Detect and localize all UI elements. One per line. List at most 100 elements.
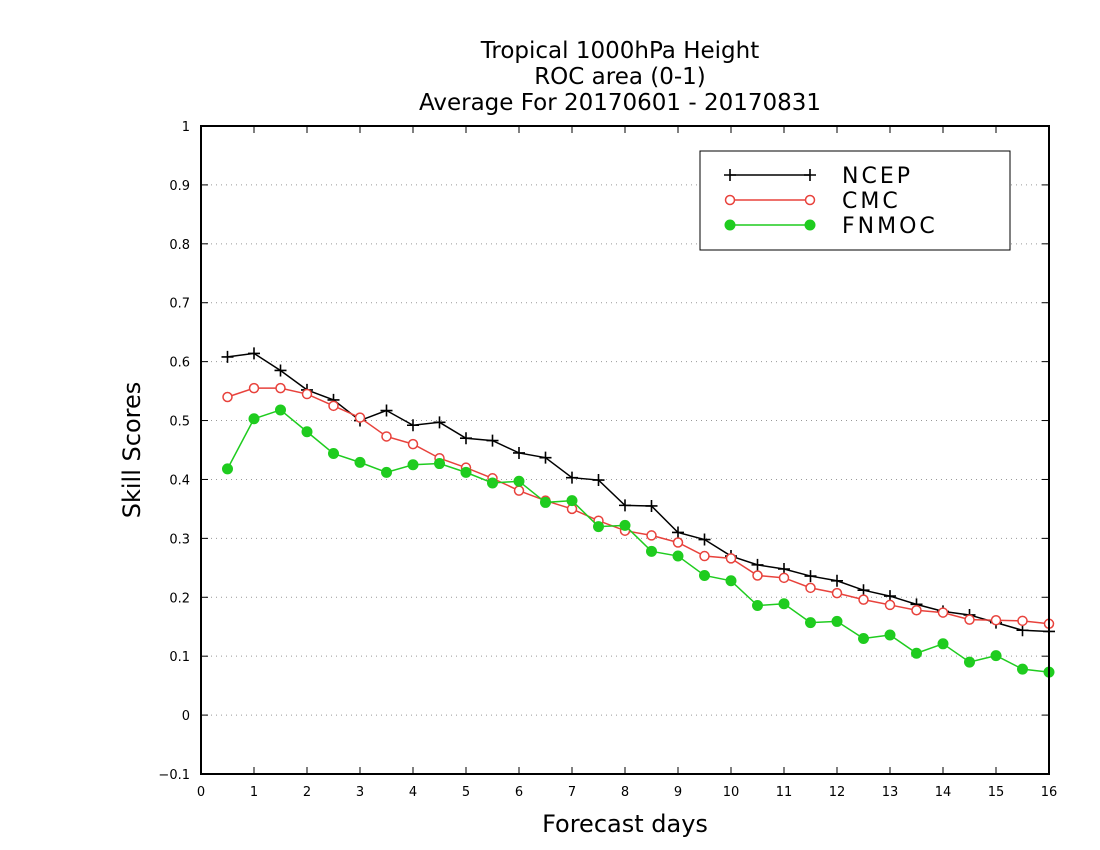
fnmoc-point [990, 650, 1002, 662]
cmc-point [778, 572, 790, 584]
fnmoc-point [672, 550, 684, 562]
fnmoc-point [487, 477, 498, 489]
x-tick-label: 3 [356, 785, 364, 800]
cmc-point [646, 530, 657, 541]
chart-title-line-1: Tropical 1000hPa Height [480, 38, 760, 64]
y-tick-label: −0.1 [158, 768, 190, 783]
y-axis-title: Skill Scores [118, 382, 146, 519]
x-axis-title: Forecast days [542, 810, 708, 838]
cmc-point [301, 388, 313, 400]
cmc-point [911, 604, 922, 616]
cmc-point [672, 537, 684, 548]
ncep-point [831, 574, 843, 587]
cmc-point [407, 438, 419, 450]
legend-marker-ncep [724, 169, 736, 181]
cmc-point [699, 550, 710, 562]
fnmoc-point [460, 466, 472, 478]
x-tick-label: 6 [515, 785, 523, 800]
x-tick-label: 9 [674, 785, 682, 800]
ncep-point [380, 404, 393, 417]
series-fnmoc [222, 404, 1055, 678]
fnmoc-point [540, 496, 551, 508]
fnmoc-point [937, 638, 949, 650]
cmc-point [858, 594, 869, 605]
cmc-point [805, 582, 816, 594]
fnmoc-point [566, 495, 578, 507]
y-tick-label: 0.1 [169, 650, 190, 665]
ncep-point [460, 432, 472, 445]
fnmoc-point [619, 519, 631, 531]
fnmoc-point [275, 404, 286, 416]
x-tick-label: 7 [568, 785, 576, 800]
legend-label-ncep: NCEP [842, 164, 913, 189]
ncep-point [751, 558, 764, 571]
fnmoc-point [222, 463, 233, 475]
ncep-point [698, 533, 711, 546]
x-tick-label: 1 [250, 785, 258, 800]
ncep-point [804, 570, 817, 583]
fnmoc-point [434, 458, 445, 470]
fnmoc-point [752, 600, 763, 612]
x-tick-label: 12 [829, 785, 846, 800]
ncep-point [619, 499, 631, 512]
cmc-point [937, 607, 949, 618]
fnmoc-point [805, 617, 816, 629]
y-tick-label: 0.3 [169, 532, 190, 547]
fnmoc-point [407, 459, 419, 471]
ncep-point [407, 419, 419, 432]
legend-marker-cmc [804, 194, 816, 206]
y-tick-label: 0 [182, 709, 190, 724]
fnmoc-point [884, 629, 896, 641]
fnmoc-point [964, 656, 975, 668]
fnmoc-point [1017, 663, 1028, 675]
fnmoc-point [381, 466, 392, 478]
legend-item-fnmoc: FNMOC [724, 214, 938, 239]
ncep-point [1016, 624, 1029, 637]
fnmoc-point [328, 448, 339, 460]
x-tick-label: 8 [621, 785, 629, 800]
y-tick-label: 0.7 [169, 297, 190, 312]
fnmoc-point [646, 545, 657, 557]
cmc-point [381, 431, 392, 442]
legend-item-ncep: NCEP [724, 164, 913, 189]
cmc-point [964, 614, 975, 625]
ncep-point [539, 451, 552, 464]
x-tick-label: 15 [988, 785, 1005, 800]
fnmoc-point [301, 426, 313, 438]
legend-marker-fnmoc [804, 219, 816, 231]
y-tick-label: 0.6 [169, 356, 190, 371]
cmc-point [1017, 615, 1028, 627]
cmc-point [990, 614, 1002, 626]
y-tick-label: 1 [182, 120, 190, 135]
x-axis: 0 1 2 3 4 5 6 7 8 9 10 11 12 13 14 15 16 [197, 126, 1057, 800]
fnmoc-point [593, 521, 604, 533]
fnmoc-point [831, 615, 843, 627]
ncep-point [672, 526, 684, 539]
cmc-point [248, 382, 260, 394]
cmc-point [513, 485, 525, 496]
legend-label-fnmoc: FNMOC [842, 214, 938, 239]
ncep-point [221, 350, 234, 363]
x-tick-label: 0 [197, 785, 205, 800]
cmc-point [725, 553, 737, 564]
x-tick-label: 16 [1041, 785, 1058, 800]
fnmoc-point [513, 475, 525, 487]
y-axis: −0.1 0 0.1 0.2 0.3 0.4 0.5 0.6 0.7 0.8 0.9 1 [158, 120, 1049, 783]
ncep-point [592, 474, 605, 487]
x-tick-label: 2 [303, 785, 311, 800]
y-tick-label: 0.4 [169, 473, 190, 488]
fnmoc-point [725, 575, 737, 587]
cmc-point [328, 400, 339, 412]
cmc-point [884, 599, 896, 611]
ncep-point [433, 416, 446, 429]
y-tick-label: 0.9 [169, 179, 190, 194]
x-tick-label: 5 [462, 785, 470, 800]
fnmoc-point [858, 633, 869, 645]
legend-label-cmc: CMC [842, 189, 901, 214]
ncep-point [248, 347, 260, 360]
ncep-point [645, 499, 658, 512]
ncep-point [566, 471, 578, 484]
fnmoc-point [778, 598, 790, 610]
x-tick-label: 4 [409, 785, 417, 800]
